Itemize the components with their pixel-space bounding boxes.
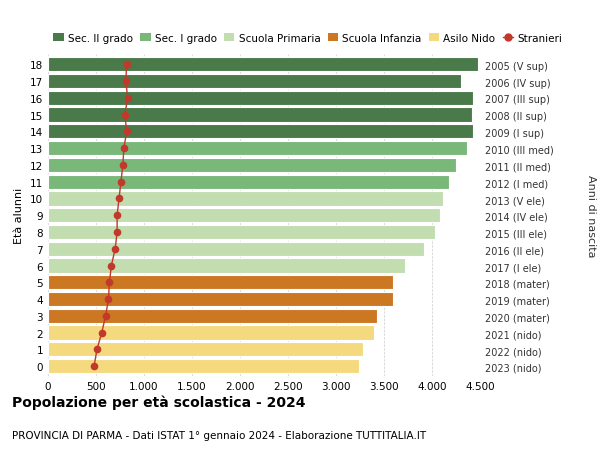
Text: 2011 (II med): 2011 (II med) — [485, 162, 551, 172]
Bar — [48, 125, 473, 139]
Bar — [48, 142, 467, 156]
Bar — [48, 242, 424, 256]
Text: 2016 (II ele): 2016 (II ele) — [485, 246, 544, 256]
Text: 2017 (I ele): 2017 (I ele) — [485, 263, 541, 273]
Bar — [48, 175, 449, 190]
Bar — [48, 108, 472, 123]
Bar — [48, 259, 405, 273]
Bar — [48, 158, 456, 173]
Text: 2020 (mater): 2020 (mater) — [485, 313, 550, 323]
Text: 2012 (I med): 2012 (I med) — [485, 179, 548, 189]
Text: 2023 (nido): 2023 (nido) — [485, 363, 541, 373]
Bar — [48, 342, 363, 357]
Text: 2018 (mater): 2018 (mater) — [485, 280, 550, 289]
Text: 2019 (mater): 2019 (mater) — [485, 296, 550, 306]
Y-axis label: Età alunni: Età alunni — [14, 188, 25, 244]
Text: 2015 (III ele): 2015 (III ele) — [485, 229, 547, 239]
Bar — [48, 326, 374, 340]
Bar — [48, 192, 443, 206]
Legend: Sec. II grado, Sec. I grado, Scuola Primaria, Scuola Infanzia, Asilo Nido, Stran: Sec. II grado, Sec. I grado, Scuola Prim… — [53, 34, 562, 44]
Bar — [48, 91, 473, 106]
Text: 2007 (III sup): 2007 (III sup) — [485, 95, 550, 105]
Text: 2013 (V ele): 2013 (V ele) — [485, 196, 545, 206]
Text: 2008 (II sup): 2008 (II sup) — [485, 112, 547, 122]
Bar — [48, 309, 377, 323]
Text: 2005 (V sup): 2005 (V sup) — [485, 62, 548, 72]
Bar — [48, 225, 435, 240]
Text: PROVINCIA DI PARMA - Dati ISTAT 1° gennaio 2024 - Elaborazione TUTTITALIA.IT: PROVINCIA DI PARMA - Dati ISTAT 1° genna… — [12, 431, 426, 440]
Text: 2006 (IV sup): 2006 (IV sup) — [485, 78, 550, 89]
Bar — [48, 58, 478, 72]
Text: 2010 (III med): 2010 (III med) — [485, 146, 554, 156]
Text: 2009 (I sup): 2009 (I sup) — [485, 129, 544, 139]
Bar — [48, 75, 461, 89]
Bar — [48, 359, 359, 374]
Text: 2014 (IV ele): 2014 (IV ele) — [485, 213, 548, 223]
Bar — [48, 292, 392, 307]
Bar — [48, 275, 392, 290]
Text: Anni di nascita: Anni di nascita — [586, 174, 596, 257]
Bar — [48, 209, 440, 223]
Text: Popolazione per età scolastica - 2024: Popolazione per età scolastica - 2024 — [12, 395, 305, 409]
Text: 2021 (nido): 2021 (nido) — [485, 330, 541, 340]
Text: 2022 (nido): 2022 (nido) — [485, 346, 541, 356]
